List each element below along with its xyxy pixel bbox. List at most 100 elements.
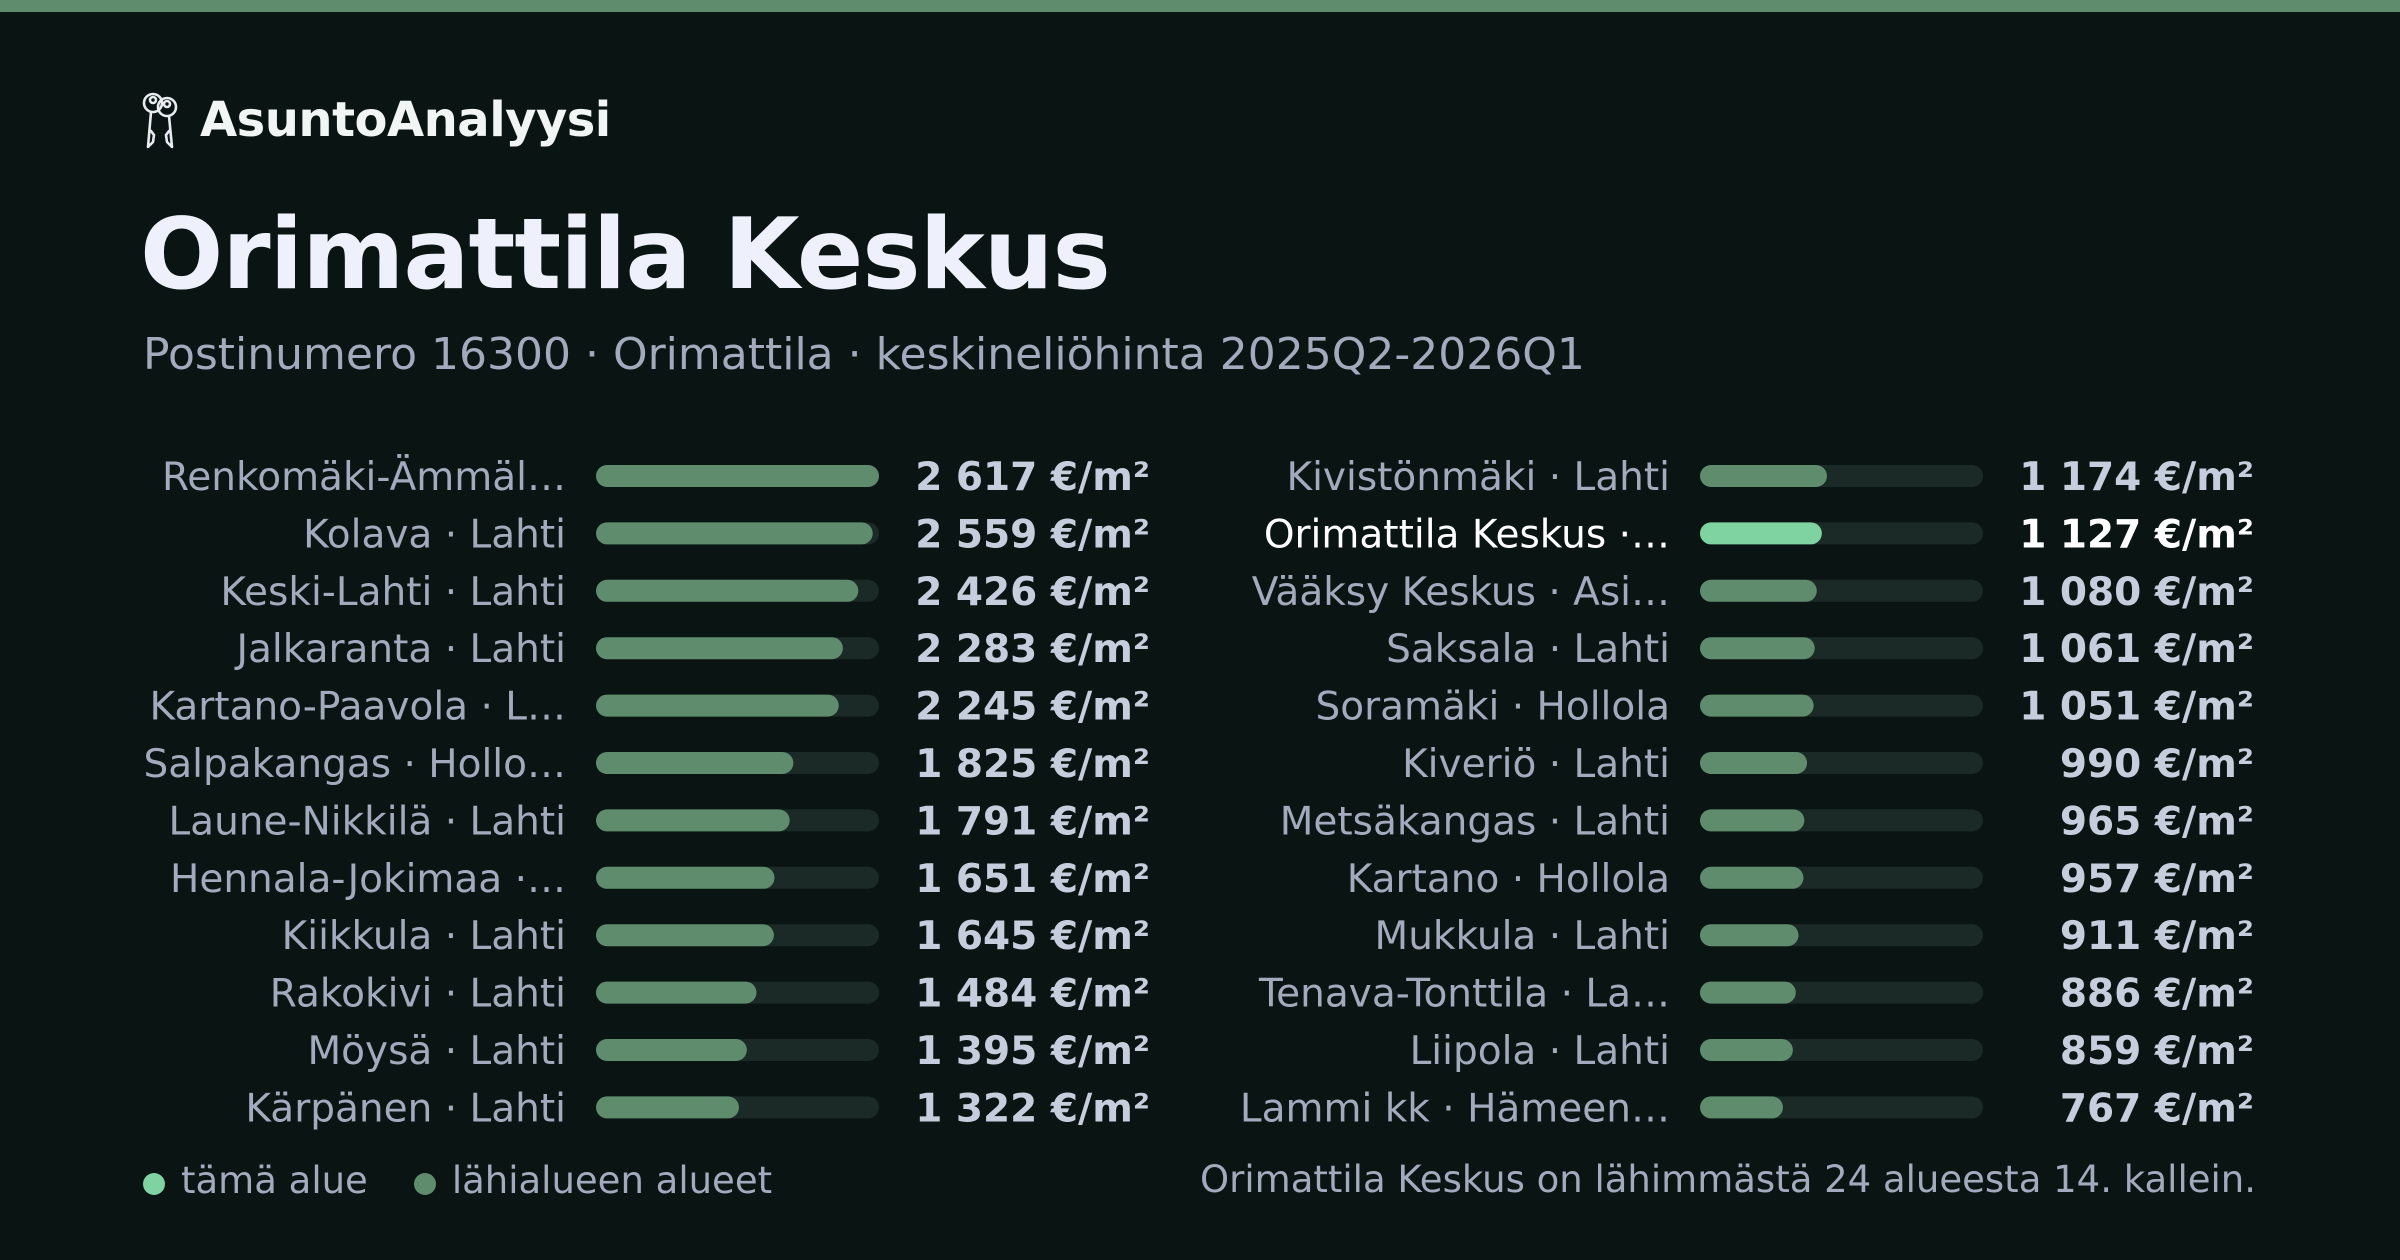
bar-label: Salpakangas · Hollo… (143, 742, 566, 787)
bar-value-label: 1 174 €/m² (2019, 455, 2254, 500)
bar-value-label: 1 127 €/m² (2019, 512, 2254, 557)
bar-label: Mukkula · Lahti (1375, 914, 1670, 959)
bar-row: Metsäkangas · Lahti 965 €/m² (1280, 799, 2254, 844)
bar-value-label: 911 €/m² (2060, 914, 2254, 959)
bar-label: Vääksy Keskus · Asi… (1252, 570, 1670, 615)
bar (1700, 1096, 1783, 1119)
bar-label: Tenava-Tonttila · La… (1258, 972, 1670, 1017)
bar-row: Kiveriö · Lahti 990 €/m² (1402, 742, 2254, 787)
bar-row: Salpakangas · Hollo… 1 825 €/m² (143, 742, 1150, 787)
rank-footnote: Orimattila Keskus on lähimmästä 24 aluee… (1200, 1158, 2256, 1201)
bar (596, 694, 839, 717)
bar (1700, 809, 1805, 832)
keys-icon (140, 89, 180, 151)
bar-row: Keski-Lahti · Lahti 2 426 €/m² (220, 570, 1150, 615)
bar-row: Laune-Nikkilä · Lahti 1 791 €/m² (168, 799, 1150, 844)
brand-name: AsuntoAnalyysi (200, 92, 611, 148)
bar (1700, 637, 1815, 660)
bar (1700, 579, 1817, 602)
bar-row: Tenava-Tonttila · La… 886 €/m² (1258, 972, 2254, 1017)
bar-row: Kartano · Hollola 957 €/m² (1347, 857, 2254, 902)
bar-label: Kärpänen · Lahti (245, 1086, 566, 1131)
bar-row: Möysä · Lahti 1 395 €/m² (308, 1029, 1150, 1074)
bar-row: Saksala · Lahti 1 061 €/m² (1386, 627, 2254, 672)
bar (1700, 465, 1827, 487)
bar (596, 637, 843, 660)
bar-label: Jalkaranta · Lahti (233, 627, 566, 672)
legend-label-current: tämä alue (181, 1158, 368, 1202)
bar-label: Orimattila Keskus ·… (1264, 512, 1670, 557)
bar-value-label: 2 559 €/m² (915, 512, 1150, 557)
bar-label: Kiikkula · Lahti (282, 914, 566, 959)
bar-label: Lammi kk · Hämeen… (1240, 1086, 1670, 1131)
bar-value-label: 1 825 €/m² (915, 742, 1150, 787)
bar-label: Rakokivi · Lahti (270, 972, 566, 1017)
bar-value-label: 2 245 €/m² (915, 685, 1150, 730)
bar-value-label: 2 283 €/m² (915, 627, 1150, 672)
bar-label: Hennala-Jokimaa ·… (170, 857, 566, 902)
bar-value-label: 2 426 €/m² (915, 570, 1150, 615)
bar-label: Liipola · Lahti (1410, 1029, 1670, 1074)
bar-label: Laune-Nikkilä · Lahti (168, 799, 566, 844)
bar-row: Jalkaranta · Lahti 2 283 €/m² (233, 627, 1150, 672)
legend-dot-current (143, 1173, 165, 1195)
bar (596, 522, 873, 545)
bar-row: Soramäki · Hollola 1 051 €/m² (1315, 685, 2254, 730)
bar (1700, 924, 1799, 947)
bar-row: Vääksy Keskus · Asi… 1 080 €/m² (1252, 570, 2254, 615)
bar-row: Mukkula · Lahti 911 €/m² (1375, 914, 2254, 959)
legend: tämä alue lähialueen alueet (143, 1150, 818, 1210)
page-subtitle: Postinumero 16300 · Orimattila · keskine… (143, 329, 1585, 380)
bar (1700, 752, 1808, 774)
bar (1700, 981, 1796, 1004)
bar-value-label: 957 €/m² (2060, 857, 2254, 902)
bar-value-label: 1 061 €/m² (2019, 627, 2254, 672)
bar-label: Kiveriö · Lahti (1402, 742, 1670, 787)
accent-top-bar (0, 0, 2400, 12)
bar (596, 465, 879, 487)
bar-label: Metsäkangas · Lahti (1280, 799, 1670, 844)
bar-label: Soramäki · Hollola (1315, 685, 1670, 730)
bar-row: Lammi kk · Hämeen… 767 €/m² (1240, 1086, 2254, 1131)
bar-label: Saksala · Lahti (1386, 627, 1670, 672)
bar-row: Orimattila Keskus ·… 1 127 €/m² (1264, 512, 2254, 557)
bar-value-label: 990 €/m² (2060, 742, 2254, 787)
legend-label-others: lähialueen alueet (451, 1158, 773, 1202)
bar-label: Renkomäki-Ämmäl… (162, 454, 566, 500)
bar-value-label: 965 €/m² (2060, 799, 2254, 844)
bar-row: Kiikkula · Lahti 1 645 €/m² (282, 914, 1150, 959)
bar (1700, 866, 1804, 889)
bar-value-label: 767 €/m² (2060, 1086, 2254, 1131)
bar-value-label: 886 €/m² (2060, 972, 2254, 1017)
bar-highlight (1700, 522, 1822, 545)
bar-label: Kolava · Lahti (303, 512, 566, 557)
bar-row: Kärpänen · Lahti 1 322 €/m² (245, 1086, 1150, 1131)
bar (596, 981, 757, 1004)
bar-label: Möysä · Lahti (308, 1029, 566, 1074)
bar (1700, 1039, 1793, 1061)
bar-row: Liipola · Lahti 859 €/m² (1410, 1029, 2254, 1074)
bar (596, 924, 774, 947)
bar-row: Hennala-Jokimaa ·… 1 651 €/m² (170, 857, 1150, 902)
legend-item-current: tämä alue (143, 1159, 368, 1202)
bar-row: Renkomäki-Ämmäl… 2 617 €/m² (162, 454, 1150, 500)
bar-row: Rakokivi · Lahti 1 484 €/m² (270, 972, 1150, 1017)
bar (596, 809, 790, 832)
bar-value-label: 1 322 €/m² (915, 1086, 1150, 1131)
bar-value-label: 1 651 €/m² (915, 857, 1150, 902)
page-title: Orimattila Keskus (140, 198, 1111, 312)
brand: AsuntoAnalyysi (140, 90, 611, 150)
bar (596, 1096, 739, 1119)
bar-value-label: 1 645 €/m² (915, 914, 1150, 959)
legend-dot-others (413, 1173, 436, 1195)
bar-row: Kivistönmäki · Lahti 1 174 €/m² (1287, 455, 2255, 500)
bar (596, 752, 794, 774)
bar (596, 866, 775, 889)
legend-item-others: lähialueen alueet (413, 1158, 773, 1202)
bar-label: Keski-Lahti · Lahti (220, 570, 566, 615)
bar-value-label: 1 484 €/m² (915, 972, 1150, 1017)
bar-value-label: 2 617 €/m² (915, 455, 1150, 500)
bar-label: Kartano · Hollola (1347, 857, 1670, 902)
bar-row: Kartano-Paavola · L… 2 245 €/m² (149, 685, 1150, 730)
